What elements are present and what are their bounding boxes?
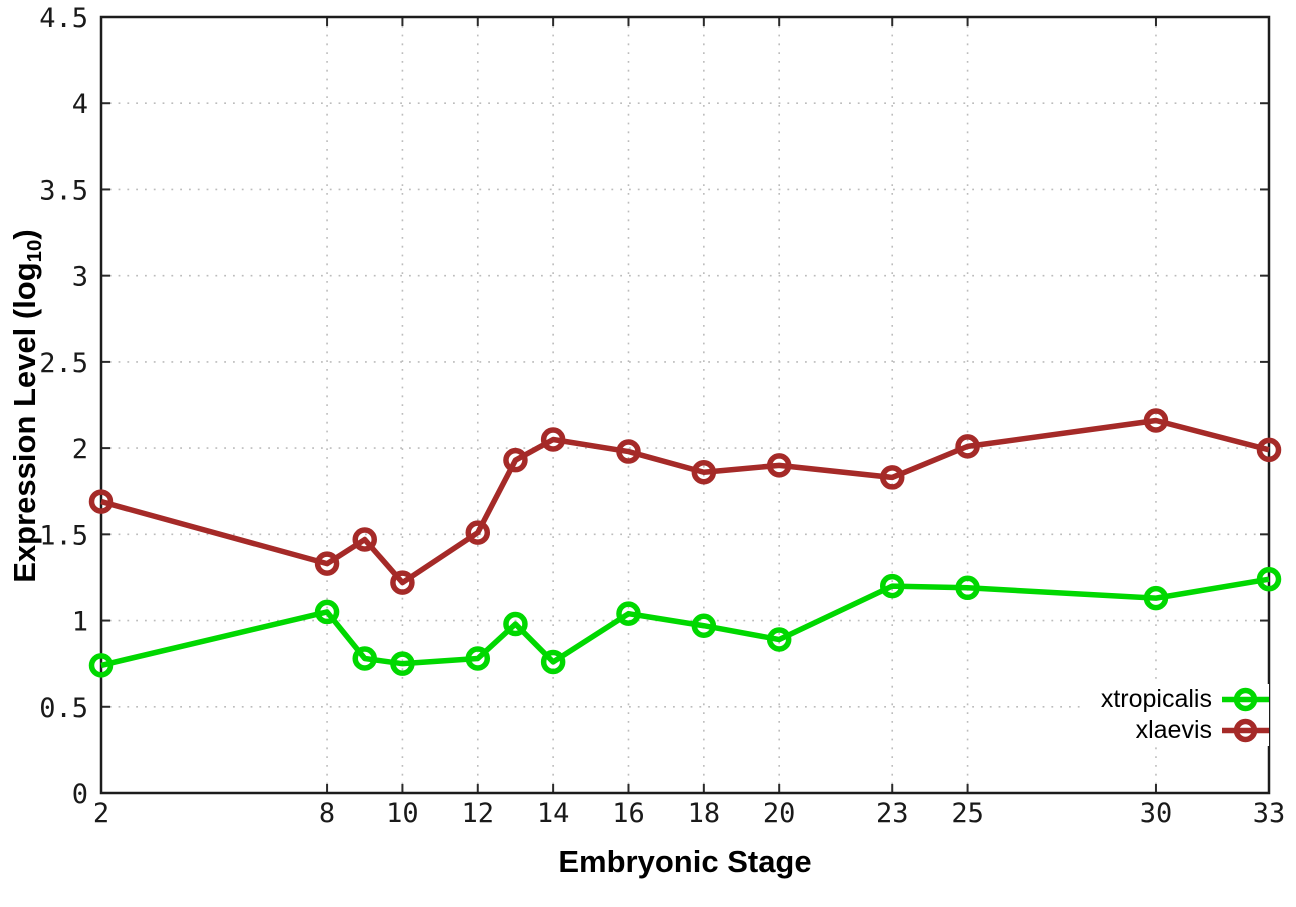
data-point-marker xyxy=(616,439,641,464)
plot-border xyxy=(99,15,1271,795)
data-point-marker xyxy=(314,599,340,625)
data-point-marker xyxy=(503,611,528,637)
y-tick-label: 0 xyxy=(72,779,88,810)
data-point-marker xyxy=(1256,566,1282,592)
grid xyxy=(101,17,1269,793)
x-tick-label: 12 xyxy=(462,798,495,829)
data-point-marker xyxy=(616,601,641,626)
x-tick-label: 16 xyxy=(612,798,645,829)
axis-ticks xyxy=(100,16,1270,794)
data-point-marker xyxy=(691,460,717,485)
legend-item-xlaevis: xlaevis xyxy=(1085,715,1269,746)
x-axis-title: Embryonic Stage xyxy=(558,844,812,879)
x-tick-label: 25 xyxy=(951,798,984,829)
y-tick-label: 4.5 xyxy=(39,3,88,34)
y-tick-label: 3 xyxy=(72,262,88,293)
data-point-marker xyxy=(879,573,905,599)
y-tick-label: 3.5 xyxy=(39,175,88,206)
series-xlaevis xyxy=(88,408,1282,595)
y-axis-title-suffix: ) xyxy=(7,229,43,240)
data-point-marker xyxy=(540,427,566,452)
y-axis-title-text: Expression Level (log xyxy=(7,262,43,583)
legend-sample-circle xyxy=(1233,687,1258,712)
y-tick-label: 2.5 xyxy=(39,348,88,379)
data-point-marker xyxy=(1256,437,1282,463)
data-point-marker xyxy=(390,651,415,676)
legend: xtropicalis xlaevis xyxy=(1084,684,1269,746)
data-point-marker xyxy=(955,575,980,601)
y-axis-title: Expression Level (log10) xyxy=(7,229,47,583)
y-tick-label: 0.5 xyxy=(39,693,88,724)
series-xtropicalis xyxy=(88,566,1282,678)
series-line-xlaevis xyxy=(100,417,1270,586)
x-tick-label: 10 xyxy=(386,798,419,829)
x-tick-label: 23 xyxy=(876,798,909,829)
x-tick-label: 18 xyxy=(688,798,721,829)
x-tick-label: 33 xyxy=(1253,798,1286,829)
legend-item-xtropicalis: xtropicalis xyxy=(1085,684,1269,715)
data-point-marker xyxy=(465,520,491,545)
y-tick-label: 1 xyxy=(72,607,88,638)
x-tick-label: 30 xyxy=(1140,798,1173,829)
x-tick-label: 20 xyxy=(763,798,796,829)
data-point-marker xyxy=(766,453,792,478)
data-point-marker xyxy=(503,447,528,473)
y-tick-label: 4 xyxy=(72,89,88,120)
y-tick-label: 1.5 xyxy=(39,520,88,551)
data-point-marker xyxy=(540,649,566,675)
legend-sample-circle xyxy=(1233,718,1258,743)
data-point-marker xyxy=(314,551,340,576)
legend-label: xtropicalis xyxy=(1100,685,1212,713)
legend-label: xlaevis xyxy=(1135,716,1212,744)
data-point-marker xyxy=(352,646,377,671)
data-point-marker xyxy=(390,570,415,595)
x-tick-label: 8 xyxy=(319,798,335,829)
data-point-marker xyxy=(1143,585,1169,611)
data-point-marker xyxy=(88,653,114,678)
y-tick-label: 2 xyxy=(72,434,88,465)
legend-sample-marker xyxy=(1222,687,1269,712)
data-point-marker xyxy=(691,613,717,638)
data-point-marker xyxy=(465,646,491,671)
x-tick-label: 2 xyxy=(93,798,109,829)
data-point-marker xyxy=(1143,408,1169,433)
y-axis-title-subscript: 10 xyxy=(22,239,46,263)
data-point-marker xyxy=(955,434,980,459)
series-line-xtropicalis xyxy=(100,576,1270,669)
data-point-marker xyxy=(352,527,377,552)
legend-sample-marker xyxy=(1222,718,1269,743)
data-point-marker xyxy=(766,627,792,652)
data-point-marker xyxy=(879,465,905,490)
tick-labels: 2 8 10 12 14 16 18 20 23 25 30 33 0 0.5 1 1.5 2 2.5 3 3.5 4 4… xyxy=(39,3,1285,829)
data-point-marker xyxy=(88,489,114,514)
x-tick-label: 14 xyxy=(537,798,570,829)
